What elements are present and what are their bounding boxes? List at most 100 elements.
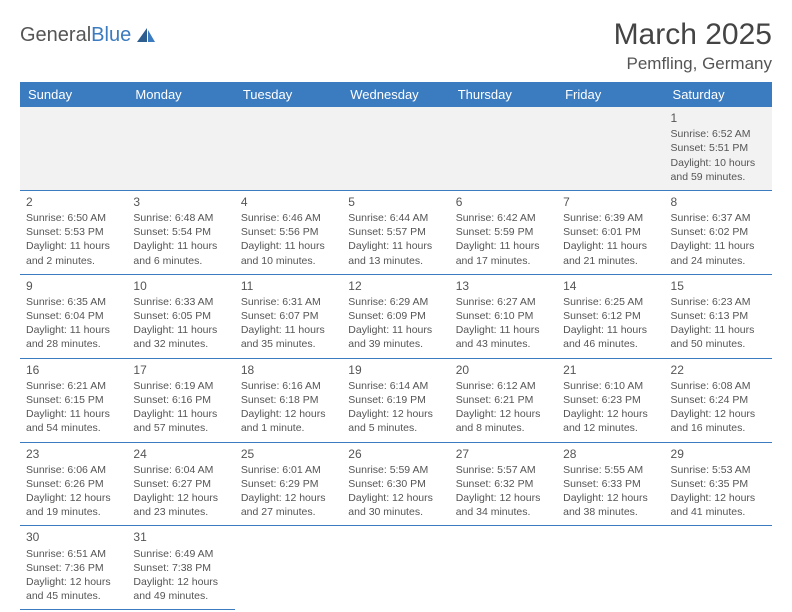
calendar-cell: 3Sunrise: 6:48 AMSunset: 5:54 PMDaylight… [127,190,234,274]
day-number: 19 [348,362,443,378]
daylight-text: Daylight: 12 hours and 5 minutes. [348,407,443,435]
location-subtitle: Pemfling, Germany [614,54,772,74]
calendar-cell: 20Sunrise: 6:12 AMSunset: 6:21 PMDayligh… [450,358,557,442]
day-number: 8 [671,194,766,210]
weekday-header: Wednesday [342,82,449,107]
sunrise-text: Sunrise: 6:39 AM [563,211,658,225]
calendar-cell: 4Sunrise: 6:46 AMSunset: 5:56 PMDaylight… [235,190,342,274]
day-number: 16 [26,362,121,378]
day-number: 29 [671,446,766,462]
sunrise-text: Sunrise: 6:50 AM [26,211,121,225]
calendar-cell: 24Sunrise: 6:04 AMSunset: 6:27 PMDayligh… [127,442,234,526]
calendar-cell: 18Sunrise: 6:16 AMSunset: 6:18 PMDayligh… [235,358,342,442]
daylight-text: Daylight: 12 hours and 49 minutes. [133,575,228,603]
day-number: 27 [456,446,551,462]
weekday-header: Saturday [665,82,772,107]
daylight-text: Daylight: 12 hours and 1 minute. [241,407,336,435]
sunrise-text: Sunrise: 6:52 AM [671,127,766,141]
day-number: 4 [241,194,336,210]
calendar-cell [557,526,664,610]
daylight-text: Daylight: 11 hours and 35 minutes. [241,323,336,351]
daylight-text: Daylight: 10 hours and 59 minutes. [671,156,766,184]
daylight-text: Daylight: 12 hours and 8 minutes. [456,407,551,435]
weekday-header: Monday [127,82,234,107]
daylight-text: Daylight: 11 hours and 43 minutes. [456,323,551,351]
daylight-text: Daylight: 11 hours and 50 minutes. [671,323,766,351]
daylight-text: Daylight: 12 hours and 12 minutes. [563,407,658,435]
day-number: 30 [26,529,121,545]
sunrise-text: Sunrise: 6:25 AM [563,295,658,309]
sunset-text: Sunset: 6:04 PM [26,309,121,323]
calendar-cell: 14Sunrise: 6:25 AMSunset: 6:12 PMDayligh… [557,274,664,358]
calendar-cell: 12Sunrise: 6:29 AMSunset: 6:09 PMDayligh… [342,274,449,358]
calendar-cell [450,107,557,190]
day-number: 12 [348,278,443,294]
day-number: 17 [133,362,228,378]
day-number: 25 [241,446,336,462]
daylight-text: Daylight: 12 hours and 45 minutes. [26,575,121,603]
daylight-text: Daylight: 12 hours and 27 minutes. [241,491,336,519]
sunrise-text: Sunrise: 6:33 AM [133,295,228,309]
sunset-text: Sunset: 6:19 PM [348,393,443,407]
sunrise-text: Sunrise: 6:42 AM [456,211,551,225]
sunrise-text: Sunrise: 6:31 AM [241,295,336,309]
sunset-text: Sunset: 7:36 PM [26,561,121,575]
sunset-text: Sunset: 6:29 PM [241,477,336,491]
sunrise-text: Sunrise: 6:21 AM [26,379,121,393]
day-number: 2 [26,194,121,210]
day-number: 10 [133,278,228,294]
sunrise-text: Sunrise: 6:49 AM [133,547,228,561]
calendar-cell: 11Sunrise: 6:31 AMSunset: 6:07 PMDayligh… [235,274,342,358]
month-title: March 2025 [614,18,772,52]
day-number: 5 [348,194,443,210]
calendar-row: 9Sunrise: 6:35 AMSunset: 6:04 PMDaylight… [20,274,772,358]
sunset-text: Sunset: 6:15 PM [26,393,121,407]
daylight-text: Daylight: 11 hours and 10 minutes. [241,239,336,267]
brand-logo: GeneralBlue [20,24,157,47]
calendar-cell [20,107,127,190]
sunrise-text: Sunrise: 6:37 AM [671,211,766,225]
day-number: 6 [456,194,551,210]
sunset-text: Sunset: 6:27 PM [133,477,228,491]
sunrise-text: Sunrise: 6:46 AM [241,211,336,225]
daylight-text: Daylight: 12 hours and 38 minutes. [563,491,658,519]
brand-text-blue: Blue [91,24,131,47]
daylight-text: Daylight: 11 hours and 28 minutes. [26,323,121,351]
calendar-cell: 2Sunrise: 6:50 AMSunset: 5:53 PMDaylight… [20,190,127,274]
calendar-cell: 28Sunrise: 5:55 AMSunset: 6:33 PMDayligh… [557,442,664,526]
sunrise-text: Sunrise: 6:08 AM [671,379,766,393]
daylight-text: Daylight: 12 hours and 30 minutes. [348,491,443,519]
sunset-text: Sunset: 6:02 PM [671,225,766,239]
day-number: 24 [133,446,228,462]
sunset-text: Sunset: 5:54 PM [133,225,228,239]
day-number: 21 [563,362,658,378]
sunset-text: Sunset: 6:32 PM [456,477,551,491]
daylight-text: Daylight: 11 hours and 2 minutes. [26,239,121,267]
daylight-text: Daylight: 12 hours and 34 minutes. [456,491,551,519]
sunrise-text: Sunrise: 6:16 AM [241,379,336,393]
sunrise-text: Sunrise: 6:12 AM [456,379,551,393]
sunrise-text: Sunrise: 6:51 AM [26,547,121,561]
daylight-text: Daylight: 11 hours and 13 minutes. [348,239,443,267]
day-number: 14 [563,278,658,294]
day-number: 26 [348,446,443,462]
calendar-cell [127,107,234,190]
calendar-cell: 1Sunrise: 6:52 AMSunset: 5:51 PMDaylight… [665,107,772,190]
sunrise-text: Sunrise: 6:23 AM [671,295,766,309]
calendar-cell [235,526,342,610]
sunrise-text: Sunrise: 6:29 AM [348,295,443,309]
calendar-table: Sunday Monday Tuesday Wednesday Thursday… [20,82,772,610]
weekday-header: Sunday [20,82,127,107]
sunrise-text: Sunrise: 6:48 AM [133,211,228,225]
calendar-cell [557,107,664,190]
weekday-header: Tuesday [235,82,342,107]
calendar-row: 16Sunrise: 6:21 AMSunset: 6:15 PM Dayligh… [20,358,772,442]
sunset-text: Sunset: 6:30 PM [348,477,443,491]
sunset-text: Sunset: 6:07 PM [241,309,336,323]
calendar-cell: 26Sunrise: 5:59 AMSunset: 6:30 PMDayligh… [342,442,449,526]
sunrise-text: Sunrise: 6:04 AM [133,463,228,477]
sunrise-text: Sunrise: 6:06 AM [26,463,121,477]
daylight-text: Daylight: 11 hours and 6 minutes. [133,239,228,267]
day-number: 28 [563,446,658,462]
calendar-cell [235,107,342,190]
